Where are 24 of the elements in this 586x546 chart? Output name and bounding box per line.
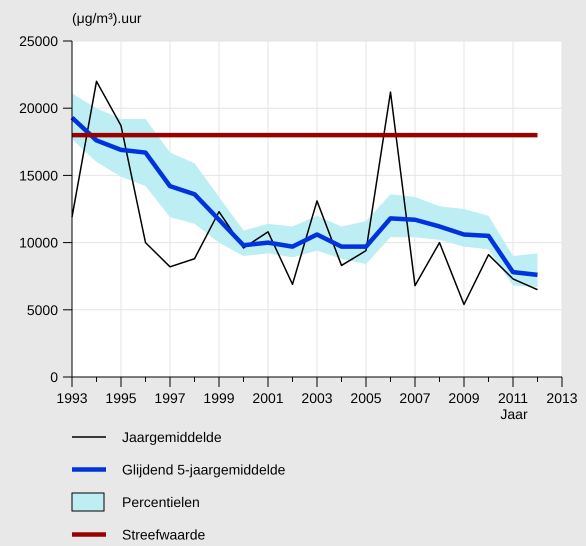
x-tick-label: 2005: [350, 390, 382, 406]
x-tick-label: 2003: [301, 390, 333, 406]
legend-label: Jaargemiddelde: [122, 429, 222, 445]
y-tick-label: 20000: [19, 100, 58, 116]
x-tick-label: 1999: [203, 390, 235, 406]
x-tick-label: 1993: [56, 390, 88, 406]
legend-label: Percentielen: [122, 494, 200, 510]
x-tick-label: 1997: [154, 390, 186, 406]
x-axis-title: Jaar: [500, 406, 528, 422]
y-tick-label: 5000: [26, 302, 58, 318]
x-tick-label: 2011: [498, 390, 528, 406]
legend-label: Glijdend 5-jaargemiddelde: [122, 462, 286, 478]
line-series: [70, 115, 540, 278]
x-tick-label: 2007: [399, 390, 431, 406]
x-tick-label: 2013: [546, 390, 578, 406]
x-tick-label: 1995: [105, 390, 137, 406]
y-tick-label: 10000: [19, 234, 58, 251]
y-tick-label: 15000: [19, 167, 58, 184]
legend-label: Streefwaarde: [122, 526, 206, 542]
y-tick-label: 25000: [19, 33, 58, 49]
x-tick-label: 2001: [252, 390, 284, 406]
x-tick-label: 2009: [448, 390, 480, 406]
y-tick-label: 0: [50, 369, 58, 385]
y-axis-title: (μg/m³).uur: [72, 10, 142, 26]
